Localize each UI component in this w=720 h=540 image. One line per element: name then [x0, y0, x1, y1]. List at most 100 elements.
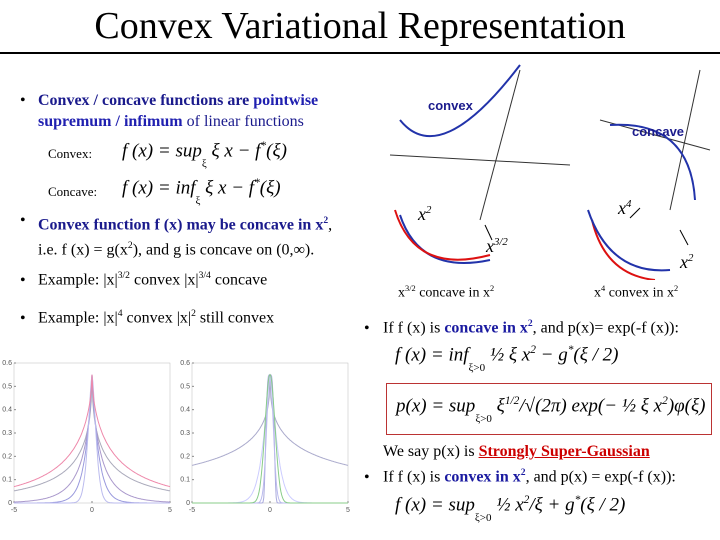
text: pointwise — [253, 92, 319, 109]
text: ξ>0 — [474, 512, 492, 524]
text: We say p(x) is Strongly Super-Gaussian — [383, 443, 650, 461]
text: (ξ / 2) — [580, 494, 626, 516]
curve — [399, 214, 491, 264]
curve — [399, 64, 521, 137]
text: 2 — [127, 240, 133, 252]
y-tick-label: 0.1 — [2, 477, 12, 484]
y-tick-label: 0.6 — [2, 360, 12, 367]
text: * — [254, 177, 260, 189]
text: ξ — [195, 195, 201, 207]
text: x — [680, 252, 688, 272]
y-tick-label: 0.6 — [180, 360, 190, 367]
bullet-text: Example: |x|3/2 convex |x|3/4 concave — [38, 270, 267, 289]
text: (ξ) — [266, 140, 287, 162]
text: x — [398, 285, 405, 301]
curve — [14, 374, 170, 504]
curve — [192, 374, 348, 504]
caption: x3/2 concave in x2 — [398, 284, 494, 302]
label: Convex: — [48, 146, 93, 161]
text: Example: |x| — [38, 309, 118, 327]
text: convex in x — [444, 468, 521, 486]
x-tick-label: -5 — [189, 507, 195, 514]
y-tick-label: 0 — [186, 500, 190, 507]
y-tick-label: 0.3 — [180, 430, 190, 437]
text: ξ — [496, 395, 505, 417]
curve — [394, 209, 491, 261]
x-tick-label: 5 — [346, 507, 350, 514]
text: If f (x) is — [383, 319, 445, 337]
tangent — [389, 154, 571, 166]
text: 1/2 — [504, 395, 520, 407]
curve — [13, 374, 171, 492]
text: , — [328, 216, 333, 234]
text: x — [618, 198, 626, 218]
bullet: • — [20, 92, 26, 109]
curve — [13, 374, 171, 488]
text: 3/2 — [405, 284, 416, 293]
formula: p(x) = sup ξ>0 ξ1/2/√(2π) exp(− ½ ξ x2)φ(… — [396, 395, 705, 425]
text: ξ x − f — [211, 140, 261, 162]
formula: f (x) = inf ξ>0 ½ ξ x2 − g*(ξ / 2) — [395, 344, 619, 374]
text: 2 — [191, 308, 196, 319]
text: ξ>0 — [468, 362, 486, 374]
text: If f (x) is — [383, 468, 445, 486]
arrow — [679, 229, 689, 246]
text: (ξ) — [259, 177, 281, 199]
x-tick-label: 0 — [268, 507, 272, 514]
text: 2 — [426, 204, 432, 216]
text: ), and g is concave on (0,∞). — [132, 241, 315, 259]
box — [386, 383, 712, 435]
bullet: • — [20, 310, 26, 327]
curve — [591, 219, 656, 280]
text: supremum / infimum — [38, 113, 183, 130]
text: 2 — [489, 284, 495, 293]
bullet-text: If f (x) is concave in x2, and p(x)= exp… — [383, 318, 679, 337]
text: * — [574, 494, 581, 506]
x-tick-label: 5 — [168, 507, 172, 514]
text: * — [260, 140, 267, 152]
text: ξ>0 — [475, 413, 492, 425]
text: p(x) = sup — [396, 395, 476, 417]
text: x — [594, 285, 601, 301]
text: 4 — [601, 284, 606, 293]
curve — [192, 374, 348, 504]
text: 4 — [626, 198, 632, 210]
text: − g — [535, 344, 568, 366]
text: of linear functions — [186, 113, 304, 130]
bullet-text: If f (x) is convex in x2, and p(x) = exp… — [383, 467, 676, 486]
label: x2 — [418, 204, 431, 225]
text: exp(− ½ ξ x — [571, 395, 663, 417]
bullet-text: Convex function f (x) may be concave in … — [38, 210, 332, 261]
text: 3/2 — [494, 236, 508, 248]
text: 2 — [527, 318, 533, 329]
y-tick-label: 0 — [8, 500, 12, 507]
bullet-text: Convex / concave functions are pointwise… — [38, 90, 368, 132]
text: 2 — [662, 395, 668, 407]
x-tick-label: -5 — [11, 507, 17, 514]
curve — [609, 123, 696, 201]
text: functions are — [160, 92, 250, 109]
text: ξ x − f — [205, 177, 255, 199]
text: x — [486, 236, 494, 256]
label: Concave: — [48, 184, 98, 199]
text: , and p(x) = exp(-f (x)): — [525, 468, 676, 486]
bullet: • — [364, 320, 370, 337]
text: f (x) = sup — [395, 494, 475, 516]
text: concave in x — [415, 285, 490, 301]
curve — [192, 373, 348, 504]
x-tick-label: 0 — [90, 507, 94, 514]
title: Convex Variational Representation — [94, 5, 626, 47]
y-tick-label: 0.2 — [2, 453, 12, 460]
label: x4 — [618, 198, 631, 219]
arrow — [629, 207, 641, 219]
text: f (x) = sup — [122, 140, 202, 162]
y-tick-label: 0.4 — [180, 407, 190, 414]
bullet: • — [364, 469, 370, 486]
plot: 0.60.50.40.30.20.10-5 0 5 — [2, 360, 172, 514]
text: * — [567, 344, 574, 356]
bullet-text: Example: |x|4 convex |x|2 still convex — [38, 308, 274, 327]
text: convex |x| — [122, 309, 192, 327]
text: convex in x — [605, 285, 675, 301]
bullet: • — [20, 212, 26, 229]
